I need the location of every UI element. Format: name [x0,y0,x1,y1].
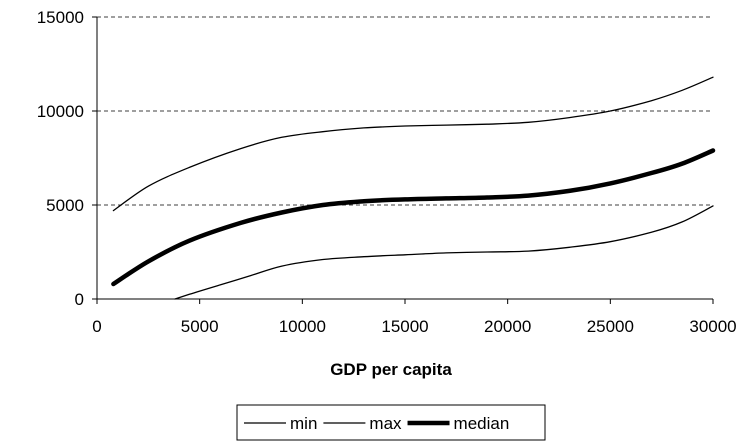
y-tick-label: 15000 [37,8,84,27]
axes [96,17,713,300]
tick-labels: 0 5000 10000 15000 0 5000 10000 15000 20000 25000… [37,8,737,336]
series-line-median [111,148,716,287]
x-tick-label: 10000 [279,317,326,336]
x-tick-label: 0 [92,317,101,336]
legend-label-median: median [454,414,510,433]
legend-box [236,404,546,441]
x-tick-label: 20000 [484,317,531,336]
y-tick-label: 5000 [46,196,84,215]
series-line-min [174,205,714,300]
y-tick-label: 0 [75,290,84,309]
series-lines [111,76,716,300]
legend: min max median [236,404,546,441]
x-axis-title: GDP per capita [330,360,452,379]
x-tick-label: 25000 [587,317,634,336]
x-tick-label: 5000 [181,317,219,336]
y-tick-label: 10000 [37,102,84,121]
legend-label-min: min [290,414,317,433]
x-tick-label: 15000 [381,317,428,336]
x-tick-label: 30000 [689,317,736,336]
series-line-max [112,76,714,212]
gridlines [97,16,713,206]
legend-label-max: max [369,414,402,433]
